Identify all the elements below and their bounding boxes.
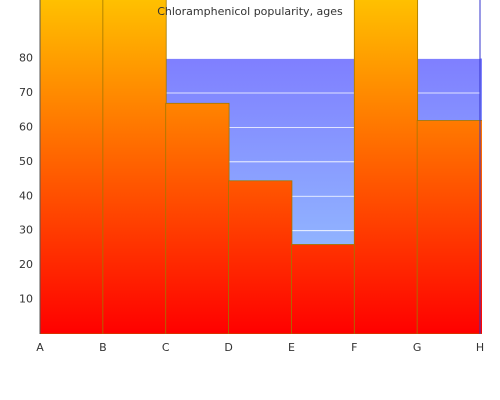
x-tick-label: C [162,341,170,354]
x-tick-label: D [224,341,232,354]
x-tick-label: E [288,341,295,354]
y-tick-label: 50 [19,155,33,168]
chart-title: Chloramphenicol popularity, ages [157,5,343,18]
y-tick-label: 20 [19,258,33,271]
x-tick-label: B [99,341,107,354]
x-tick-label: A [36,341,44,354]
step-segment [40,0,104,334]
y-tick-label: 30 [19,224,33,237]
step-segment [353,0,419,334]
step-segment [228,180,293,334]
y-tick-label: 80 [19,52,33,65]
y-tick-label: 60 [19,120,33,133]
y-tick-label: 10 [19,293,33,306]
x-tick-label: H [476,341,484,354]
step-segment [165,102,230,334]
y-tick-label: 70 [19,86,33,99]
plot-front [40,0,482,334]
step-segment [416,120,481,334]
x-tick-label: G [413,341,422,354]
x-tick-label: F [351,341,357,354]
step-segment [291,244,356,334]
step-segment [102,0,167,334]
y-tick-label: 40 [19,189,33,202]
